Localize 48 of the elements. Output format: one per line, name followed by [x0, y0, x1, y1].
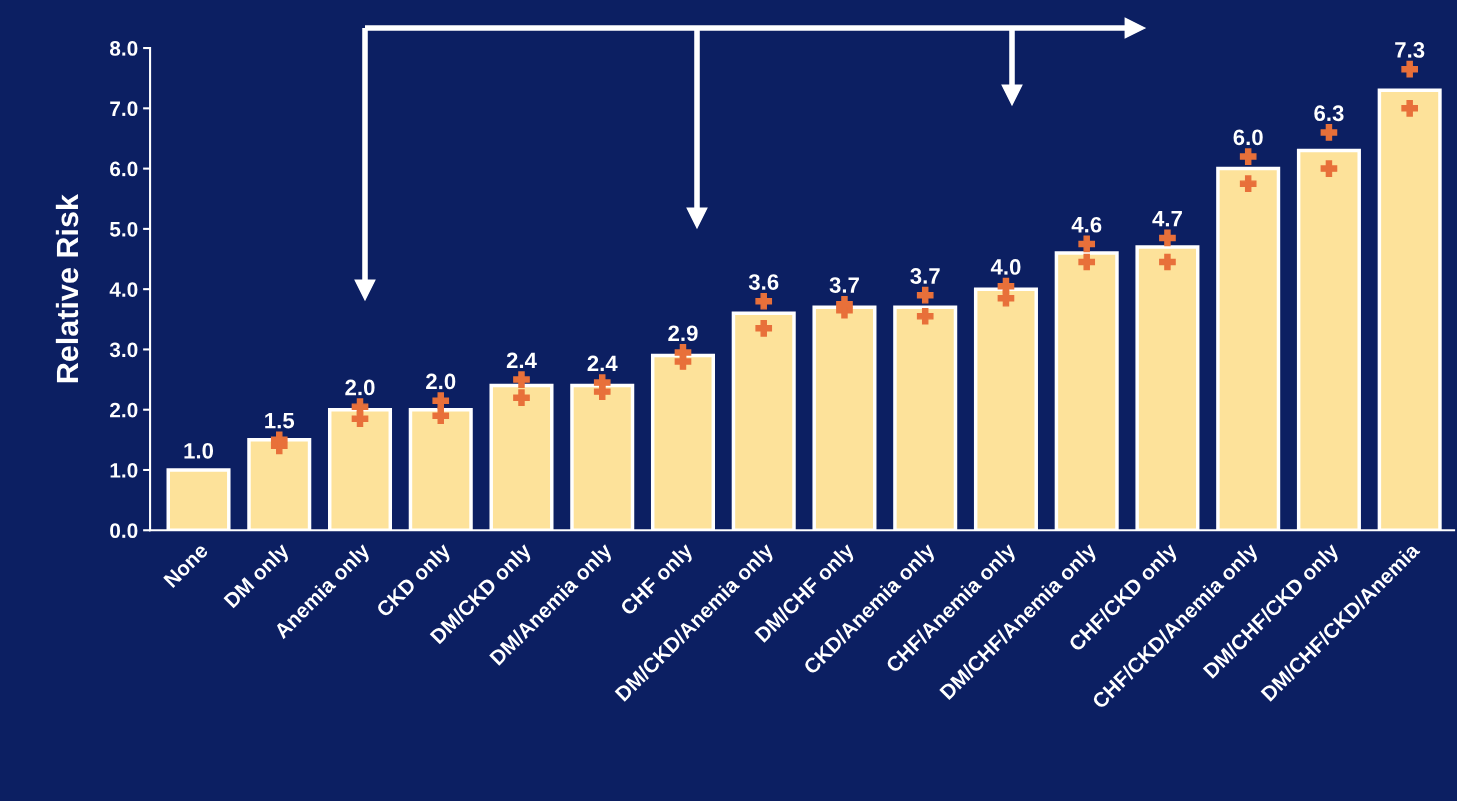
y-tick-label: 0.0 [110, 523, 138, 539]
data-label: 2.0 [426, 373, 456, 390]
y-tick-label: 6.0 [110, 161, 138, 177]
point [674, 344, 692, 361]
point [1159, 229, 1176, 247]
point [1320, 124, 1338, 141]
point [513, 389, 530, 406]
data-label: 3.7 [910, 268, 940, 284]
point [1078, 253, 1096, 271]
y-tick-label: 1.0 [110, 462, 138, 478]
y-tick-label: 3.0 [109, 342, 138, 358]
point [1159, 253, 1176, 271]
data-label: 1.5 [265, 413, 295, 429]
data-label: 4.7 [1152, 211, 1182, 227]
y-tick-label: 4.0 [109, 282, 138, 297]
point [1078, 235, 1096, 253]
data-label: 3.6 [748, 274, 779, 290]
data-label: 7.3 [1395, 42, 1425, 58]
data-label: 4.6 [1071, 216, 1102, 233]
data-label: 1.0 [184, 442, 214, 459]
point [997, 277, 1015, 295]
data-label: 2.4 [506, 352, 537, 369]
data-label: 2.4 [587, 355, 618, 372]
point [593, 374, 611, 391]
point [351, 398, 369, 416]
y-axis-title: Relative Risk [55, 194, 79, 383]
point [1320, 160, 1338, 177]
point [1401, 60, 1419, 78]
point [916, 286, 934, 304]
point [1239, 175, 1257, 193]
y-tick-label: 2.0 [110, 402, 138, 418]
point [1401, 100, 1419, 117]
data-label: 2.9 [668, 325, 698, 342]
data-label: 6.3 [1314, 105, 1344, 122]
y-tick-label: 7.0 [110, 101, 138, 117]
data-label: 4.0 [990, 259, 1021, 275]
point [755, 292, 773, 310]
point [513, 371, 530, 388]
point [1239, 148, 1257, 165]
data-label: 2.0 [345, 379, 375, 396]
point [916, 307, 934, 325]
y-tick-label: 8.0 [109, 41, 138, 56]
point [432, 392, 450, 410]
point [432, 407, 450, 425]
data-label: 6.0 [1233, 129, 1263, 146]
y-tick-label: 5.0 [109, 221, 138, 237]
data-label: 3.7 [829, 277, 859, 293]
point [755, 320, 773, 337]
